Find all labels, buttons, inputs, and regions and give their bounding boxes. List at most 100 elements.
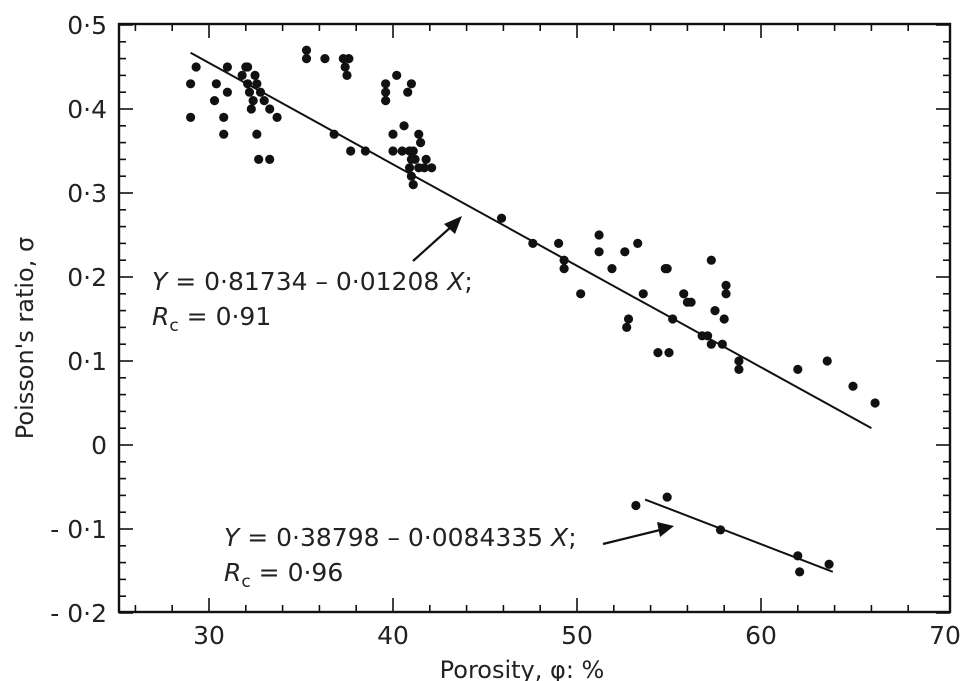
annotation-upper-fit: Y = 0·81734 – 0·01208 X; Rc = 0·91 (152, 216, 473, 336)
data-point (496, 213, 507, 223)
data-point (715, 525, 726, 535)
data-point (710, 306, 720, 316)
y-tick-labels: - 0·2 - 0·1 0 0·1 0·2 0·3 0·4 0·5 (50, 11, 107, 628)
data-point (340, 62, 350, 72)
data-point (607, 264, 617, 274)
data-point (219, 112, 229, 122)
data-point (416, 138, 426, 148)
data-point (250, 70, 260, 80)
data-point (259, 96, 269, 106)
data-point (824, 559, 834, 569)
data-point (620, 247, 630, 257)
data-point (419, 163, 429, 173)
data-point (301, 54, 312, 64)
data-point (734, 364, 744, 374)
y-tick-label: 0·3 (67, 179, 107, 208)
data-point (594, 247, 604, 257)
x-tick-label: 60 (745, 621, 777, 650)
data-point (222, 87, 232, 97)
data-point (272, 112, 282, 122)
y-tick-label: 0·2 (67, 263, 107, 292)
x-axis-title: Porosity, φ: % (440, 656, 605, 681)
data-point (399, 121, 409, 131)
data-point (243, 62, 253, 72)
data-point (559, 264, 569, 274)
equation-upper: Y = 0·81734 – 0·01208 X; (152, 267, 473, 296)
data-point (638, 289, 648, 299)
data-point (623, 314, 634, 324)
data-point (243, 79, 253, 89)
data-point (721, 280, 731, 290)
data-point (408, 180, 418, 190)
arrow-icon (602, 522, 674, 546)
data-point (793, 551, 803, 561)
data-point (668, 314, 678, 324)
data-point (329, 129, 339, 139)
data-point (631, 500, 641, 511)
y-tick-label: 0·4 (67, 95, 107, 124)
data-point (191, 62, 201, 72)
y-tick-label: 0 (91, 431, 107, 460)
data-point (795, 567, 805, 577)
data-point (252, 79, 262, 89)
data-point (594, 230, 604, 240)
data-point (246, 104, 256, 114)
data-point (734, 356, 744, 366)
data-point (633, 238, 643, 248)
data-point (244, 87, 255, 97)
axis-ticks (119, 24, 950, 614)
data-point (265, 104, 275, 114)
data-point (793, 364, 803, 374)
rc-lower: Rc = 0·96 (224, 558, 343, 592)
x-tick-label: 50 (561, 621, 593, 650)
data-point (254, 154, 264, 164)
data-point (388, 129, 398, 139)
y-tick-label: - 0·2 (50, 599, 107, 628)
data-point (406, 79, 416, 89)
data-point (219, 129, 229, 139)
annotation-lower-fit: Y = 0·38798 – 0·0084335 X; Rc = 0·96 (224, 522, 674, 592)
data-point (360, 146, 370, 156)
data-point (404, 163, 415, 173)
data-point (706, 255, 716, 265)
data-point (679, 289, 689, 299)
data-point (653, 348, 663, 358)
data-point (427, 163, 437, 173)
data-point (414, 129, 424, 139)
equation-lower: Y = 0·38798 – 0·0084335 X; (224, 523, 577, 552)
data-point (703, 331, 713, 341)
x-tick-labels: 30 40 50 60 70 (193, 621, 961, 650)
data-point (717, 339, 727, 349)
y-axis-title: Poisson's ratio, σ (11, 237, 39, 439)
data-point (870, 398, 880, 408)
data-point (662, 264, 672, 274)
data-point (388, 146, 398, 156)
data-point (622, 322, 632, 332)
x-tick-label: 70 (929, 621, 961, 650)
plot-frame (117, 22, 952, 614)
data-point (392, 70, 402, 80)
data-point (209, 96, 220, 106)
data-point (342, 70, 352, 80)
arrow-icon (412, 216, 462, 262)
plot-border (117, 22, 952, 614)
data-point (822, 356, 832, 366)
data-point (301, 45, 312, 55)
data-point (559, 255, 569, 265)
y-tick-label: - 0·1 (50, 515, 107, 544)
data-point (344, 54, 354, 64)
data-point (576, 289, 586, 299)
data-point (721, 289, 731, 299)
data-point (222, 62, 232, 72)
data-point (186, 112, 196, 122)
data-point (381, 96, 391, 106)
data-point (706, 339, 716, 349)
y-tick-label: 0·5 (67, 11, 107, 40)
data-point (397, 146, 407, 156)
data-point (554, 238, 564, 248)
data-points (186, 45, 880, 577)
data-point (255, 87, 266, 97)
data-point (186, 79, 196, 89)
data-point (408, 146, 418, 156)
